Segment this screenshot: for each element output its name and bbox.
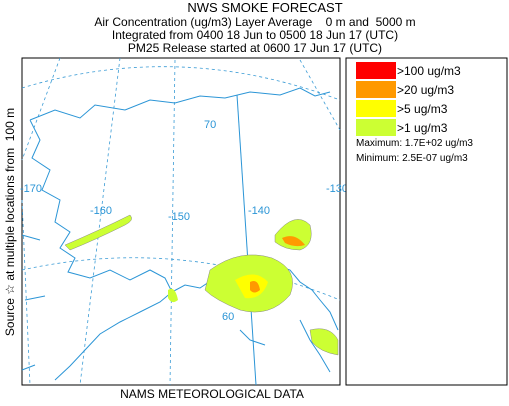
latitude-label: 60 bbox=[222, 311, 234, 323]
legend-minimum: Minimum: 2.5E-07 ug/m3 bbox=[356, 153, 468, 164]
subtitle: PM25 Release started at 0600 17 Jun 17 (… bbox=[128, 41, 382, 55]
border bbox=[236, 94, 257, 386]
legend-label: >100 ug/m3 bbox=[397, 64, 461, 78]
smoke bbox=[282, 236, 305, 247]
map: -170 -160 -150 -140 -130 70 60 bbox=[20, 57, 348, 386]
graticule bbox=[21, 57, 341, 386]
side-label: Source ☆ at multiple locations from 100 … bbox=[3, 108, 17, 336]
legend: Maximum: 1.7E+02 ug/m3 Minimum: 2.5E-07 … bbox=[345, 57, 508, 386]
map-frame bbox=[21, 57, 341, 386]
smoke bbox=[168, 288, 178, 303]
subtitle: Air Concentration (ug/m3) Layer Average … bbox=[94, 15, 415, 29]
longitude-label: -150 bbox=[168, 211, 190, 223]
legend-swatch bbox=[356, 62, 396, 79]
longitude-label: -130 bbox=[326, 183, 348, 195]
smoke bbox=[309, 328, 339, 356]
graticule bbox=[21, 66, 341, 101]
legend-label: >20 ug/m3 bbox=[397, 83, 454, 97]
latitude-label: 70 bbox=[204, 119, 216, 131]
legend-swatch bbox=[356, 81, 396, 98]
smoke bbox=[250, 281, 260, 293]
smoke bbox=[64, 214, 132, 251]
subtitle: Integrated from 0400 18 Jun to 0500 18 J… bbox=[112, 28, 398, 42]
title: NWS SMOKE FORECAST bbox=[187, 0, 342, 15]
legend-swatch bbox=[356, 100, 396, 117]
legend-label: >5 ug/m3 bbox=[397, 102, 448, 116]
longitude-label: -140 bbox=[248, 205, 270, 217]
legend-label: >1 ug/m3 bbox=[397, 121, 448, 135]
legend-maximum: Maximum: 1.7E+02 ug/m3 bbox=[356, 138, 473, 149]
legend-swatch bbox=[356, 119, 396, 136]
coastline bbox=[21, 234, 331, 373]
footer: NAMS METEOROLOGICAL DATA bbox=[120, 387, 304, 401]
longitude-label: -170 bbox=[20, 183, 42, 195]
graticule bbox=[21, 257, 341, 301]
longitude-label: -160 bbox=[90, 205, 112, 217]
